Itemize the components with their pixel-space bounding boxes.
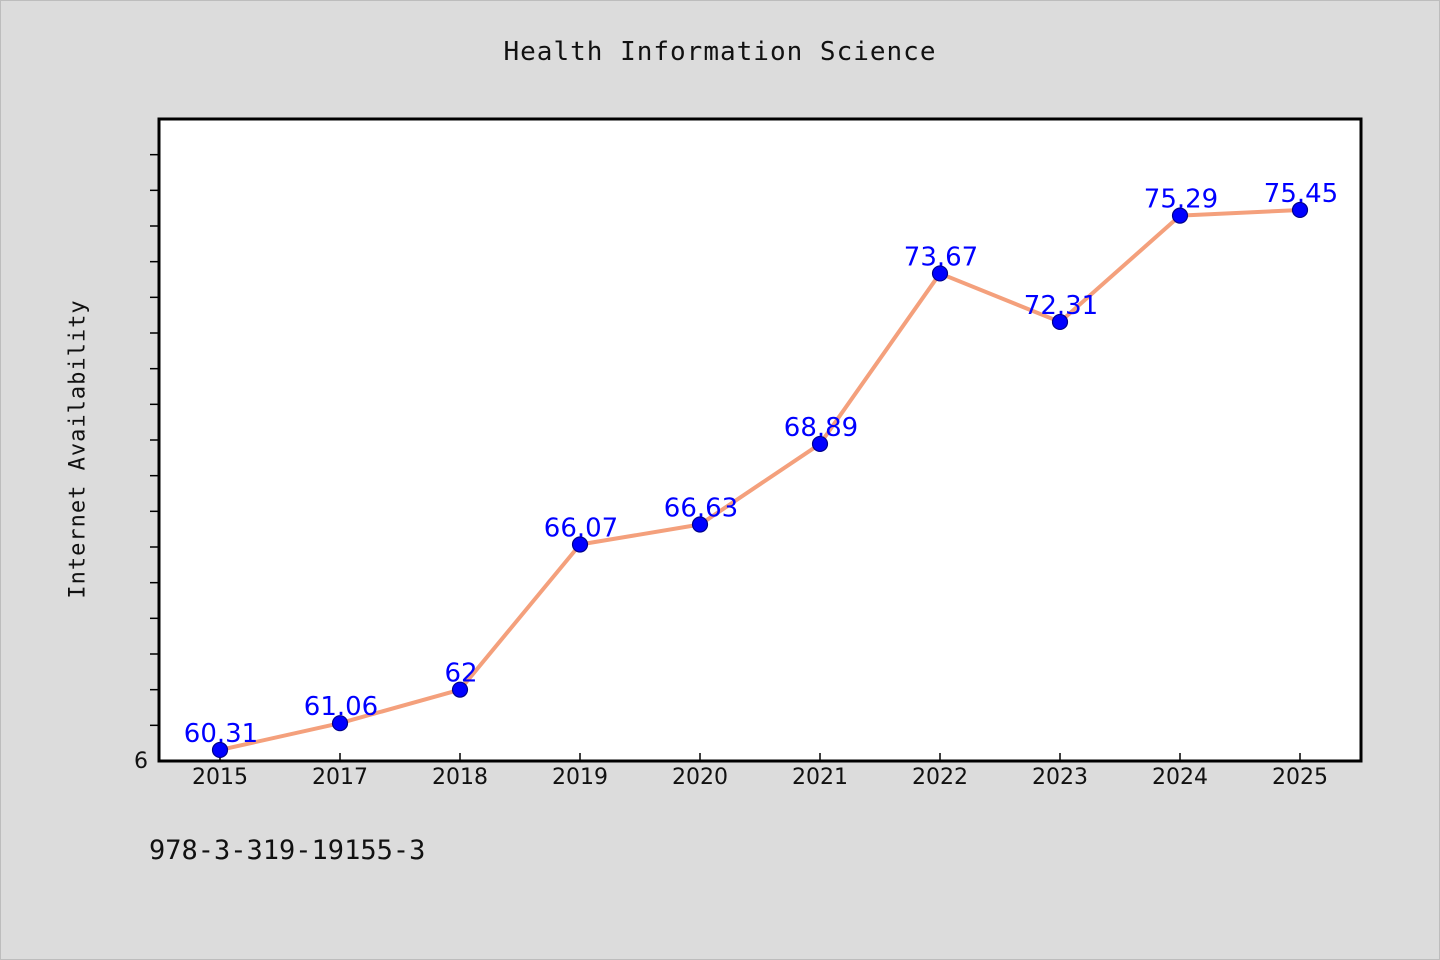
data-label: 61.06 [304, 692, 378, 722]
footer-code: 978-3-319-19155-3 [149, 835, 426, 866]
data-label: 68.89 [784, 413, 858, 443]
x-tick-label: 2018 [432, 765, 488, 790]
x-tick-label: 2017 [312, 765, 368, 790]
data-label: 73.67 [904, 242, 978, 272]
x-tick-label: 2021 [792, 765, 848, 790]
y-tick-label: 6 [134, 749, 148, 774]
x-tick-label: 2019 [552, 765, 608, 790]
chart-title: Health Information Science [503, 37, 937, 67]
data-point-marker [1051, 313, 1069, 331]
x-tick-label: 2015 [192, 765, 248, 790]
data-point-marker [1291, 201, 1309, 219]
data-point-marker [1171, 207, 1189, 224]
data-label: 75.45 [1264, 179, 1338, 209]
x-tick-label: 2025 [1272, 765, 1328, 790]
plot-area [157, 117, 1363, 763]
series-line [218, 207, 1302, 752]
data-label: 72.31 [1024, 291, 1098, 321]
data-point-marker [571, 536, 589, 553]
data-point-marker [211, 741, 229, 759]
data-point-marker [931, 265, 949, 282]
data-point-marker [691, 516, 709, 533]
x-tick-label: 2024 [1152, 765, 1208, 790]
data-point-marker [331, 715, 349, 732]
data-label: 66.63 [664, 494, 738, 524]
x-tick-label: 2022 [912, 765, 968, 790]
data-point-marker [811, 435, 829, 453]
data-label: 60.31 [184, 719, 258, 749]
data-label: 62 [444, 659, 477, 689]
data-point-marker [451, 681, 469, 698]
data-label: 66.07 [544, 514, 618, 544]
data-label: 75.29 [1144, 185, 1218, 215]
x-tick-label: 2020 [672, 765, 728, 790]
x-tick-label: 2023 [1032, 765, 1088, 790]
